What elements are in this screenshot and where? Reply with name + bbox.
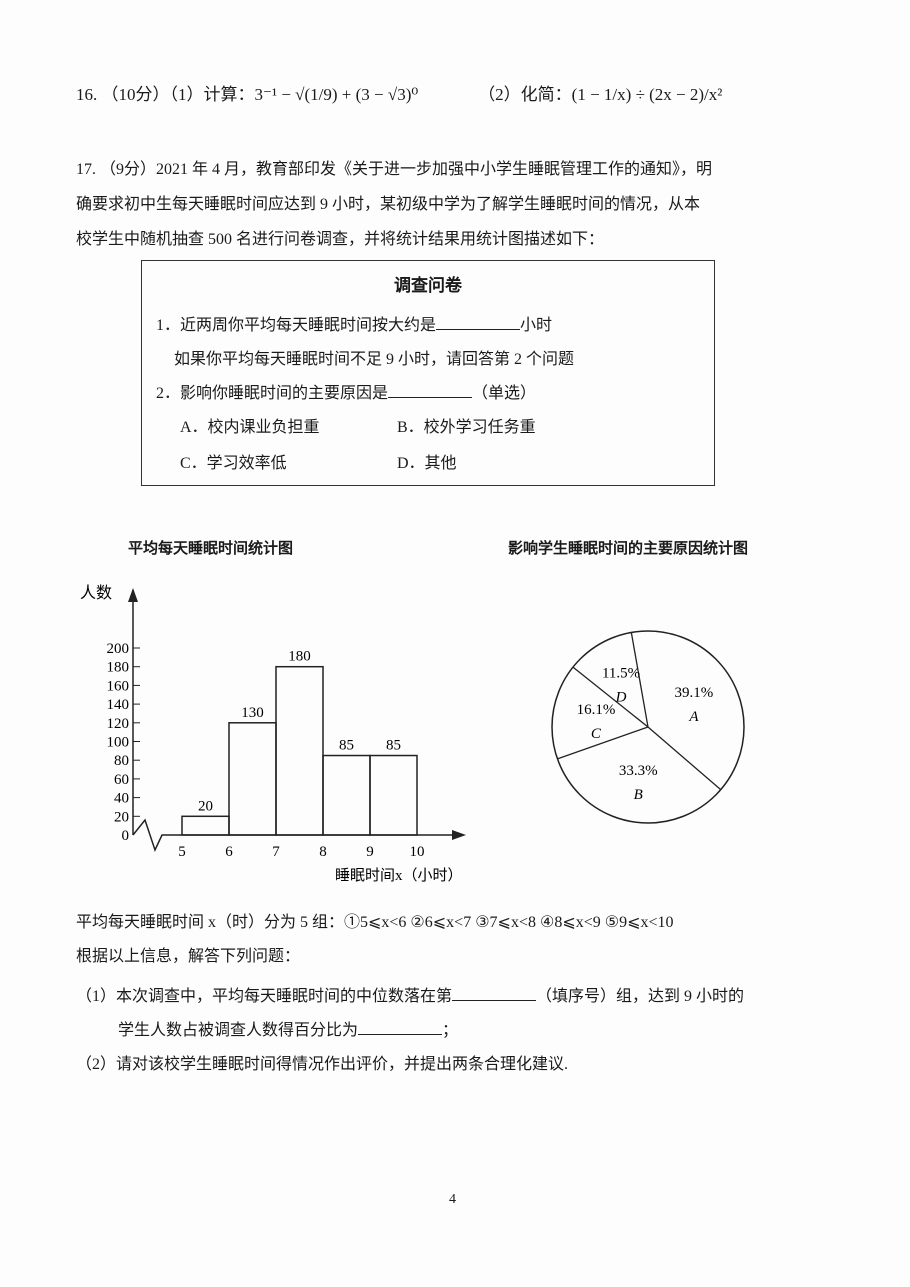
pie-slice-label: D [615, 690, 627, 706]
histogram-bar [369, 754, 418, 836]
option-d: D．其他 [397, 455, 457, 472]
y-axis-arrow [128, 588, 138, 602]
pie-value-label: 16.1% [577, 702, 616, 718]
x-tick-label: 6 [225, 844, 233, 860]
survey-box: 调查问卷 1．近两周你平均每天睡眠时间按大约是 小时 如果你平均每天睡眠时间不足 … [141, 260, 715, 486]
y-tick-label: 60 [114, 772, 129, 788]
histogram-bar [322, 754, 371, 836]
bar-data-label: 85 [339, 738, 354, 754]
x-tick-label: 7 [272, 844, 280, 860]
pie-value-label: 39.1% [675, 685, 714, 701]
sub1-text: （1）本次调查中，平均每天睡眠时间的中位数落在第 [76, 988, 453, 1005]
survey-q1-note: 如果你平均每天睡眠时间不足 9 小时，请回答第 2 个问题 [174, 351, 575, 368]
question-17-stem: 17. （9分）2021 年 4 月，教育部印发《关于进一步加强中小学生睡眠管理… [76, 155, 712, 255]
charts: 人数 0 20 40 60 80 100 120 140 160 180 200 5 6 7 8 9 10 睡眠时间… [80, 584, 745, 884]
x-tick-label: 8 [319, 844, 327, 860]
histogram-bar [181, 815, 230, 836]
x-tick-label: 5 [178, 844, 186, 860]
q16-part1: 16. （10分）（1）计算：3⁻¹ − √(1/9) + (3 − √3)⁰ [76, 85, 419, 104]
groups-text: 平均每天睡眠时间 x（时）分为 5 组：①5⩽x<6 ②6⩽x<7 ③7⩽x<8… [76, 914, 674, 931]
pie-slice-label: C [591, 726, 602, 742]
pie-slice-boundary [572, 666, 649, 728]
answer-blank [436, 315, 521, 330]
page-number: 4 [449, 1192, 456, 1207]
pie-slice-label: B [634, 787, 643, 803]
y-axis-label: 人数 [80, 584, 112, 602]
option-c: C．学习效率低 [180, 455, 287, 472]
histogram-bar [275, 665, 324, 836]
option-a: A．校内课业负担重 [180, 419, 320, 436]
answer-blank [358, 1020, 443, 1035]
pie-slice-label: A [688, 709, 699, 725]
survey-q1-unit: 小时 [520, 317, 553, 334]
histogram-title: 平均每天睡眠时间统计图 [128, 540, 294, 557]
q17-line: 校学生中随机抽查 500 名进行问卷调查，并将统计结果用统计图描述如下： [76, 231, 605, 248]
y-tick-label: 180 [107, 660, 130, 676]
bar-data-label: 20 [198, 798, 213, 814]
pie-slice-boundary [557, 726, 649, 760]
y-tick-label: 40 [114, 791, 129, 807]
y-tick-label: 200 [107, 641, 130, 657]
sub1-text-d: ； [442, 1022, 459, 1039]
x-tick-label: 10 [410, 844, 425, 860]
y-tick-label: 0 [122, 828, 130, 844]
survey-q1: 1．近两周你平均每天睡眠时间按大约是 [156, 317, 437, 334]
q17-line: 确要求初中生每天睡眠时间应达到 9 小时，某初级中学为了解学生睡眠时间的情况，从… [76, 196, 701, 213]
q17-line: 17. （9分）2021 年 4 月，教育部印发《关于进一步加强中小学生睡眠管理… [76, 161, 713, 178]
survey-q2: 2．影响你睡眠时间的主要原因是 [156, 385, 389, 402]
x-tick-label: 9 [366, 844, 374, 860]
y-tick-label: 100 [107, 735, 130, 751]
y-tick-label: 80 [114, 753, 129, 769]
option-b: B．校外学习任务重 [397, 419, 536, 436]
bar-data-label: 85 [386, 738, 401, 754]
prompt: 根据以上信息，解答下列问题： [76, 948, 301, 965]
y-tick-label: 160 [107, 678, 130, 694]
pie-title: 影响学生睡眠时间的主要原因统计图 [508, 540, 749, 557]
pie-value-label: 11.5% [602, 666, 640, 682]
survey-title: 调查问卷 [394, 276, 462, 295]
bar-data-label: 130 [241, 705, 264, 721]
x-axis-label: 睡眠时间x（小时） [335, 867, 463, 884]
survey-q2-note: （单选） [472, 385, 537, 402]
question-16: 16. （10分）（1）计算：3⁻¹ − √(1/9) + (3 − √3)⁰ （… [76, 80, 722, 105]
pie-slice-boundary [630, 632, 649, 728]
x-axis-arrow [452, 830, 466, 840]
y-tick-label: 140 [107, 697, 130, 713]
pie-slice-boundary [647, 726, 722, 791]
pie-outline [551, 630, 745, 824]
sub1-text-c: 学生人数占被调查人数得百分比为 [118, 1022, 359, 1039]
y-tick-label: 20 [114, 809, 129, 825]
y-tick-label: 120 [107, 716, 130, 732]
histogram-bar [228, 722, 277, 836]
q16-part2: （2）化简：(1 − 1/x) ÷ (2x − 2)/x² [478, 85, 723, 104]
answer-blank [388, 383, 473, 398]
sub1-text-b: （填序号）组，达到 9 小时的 [536, 988, 745, 1005]
sub2-text: （2）请对该校学生睡眠时间得情况作出评价，并提出两条合理化建议. [76, 1056, 569, 1073]
answer-blank [452, 986, 537, 1001]
pie-value-label: 33.3% [619, 763, 658, 779]
bar-data-label: 180 [288, 649, 311, 665]
